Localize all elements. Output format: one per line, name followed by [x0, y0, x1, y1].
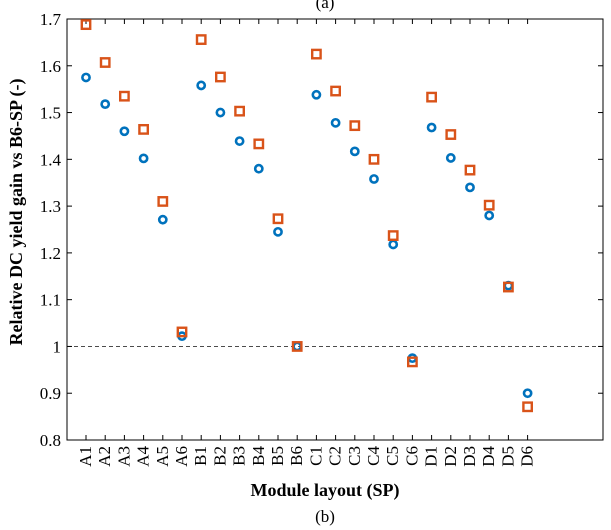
y-tick-label: 0.8	[40, 431, 61, 450]
x-tick-label: A3	[114, 446, 133, 467]
circle-marker	[119, 126, 130, 137]
square-marker	[253, 138, 265, 150]
square-marker	[445, 129, 457, 140]
y-axis-label: Relative DC yield gain vs B6-SP (-)	[6, 79, 27, 346]
square-marker	[214, 71, 226, 83]
x-tick-label: A5	[153, 446, 172, 467]
y-tick-label: 1.1	[40, 291, 61, 310]
x-tick-label: C5	[383, 446, 402, 466]
square-marker	[80, 19, 92, 31]
y-tick-label: 1.2	[40, 244, 61, 263]
x-tick-label: D3	[460, 446, 479, 467]
x-tick-label: B6	[287, 446, 306, 466]
circle-marker	[100, 99, 111, 110]
circle-marker	[349, 146, 360, 157]
x-tick-label: B3	[230, 446, 249, 466]
circle-marker	[234, 136, 245, 146]
square-marker	[176, 326, 188, 338]
x-tick-label: D4	[479, 446, 498, 467]
square-marker	[426, 91, 437, 103]
x-tick-label: A2	[95, 446, 114, 467]
y-tick-label: 1.6	[40, 57, 61, 76]
circle-marker	[138, 153, 149, 164]
plot-frame	[66, 18, 604, 441]
x-tick-label: A1	[76, 446, 95, 467]
y-tick-label: 1.3	[40, 197, 61, 216]
circle-marker	[292, 341, 303, 352]
x-tick-label: C2	[326, 446, 345, 466]
circle-marker	[388, 239, 399, 250]
x-tick-label: C1	[306, 446, 325, 466]
square-marker	[234, 105, 245, 117]
circle-marker	[484, 210, 495, 221]
square-marker	[311, 48, 322, 60]
square-marker	[483, 199, 495, 211]
plot-border	[66, 18, 604, 441]
square-marker	[118, 90, 130, 102]
y-axis-ticks: 0.8 0.9 1 1.1 1.2 1.3 1.4 1.5 1.6 1.7	[40, 10, 603, 450]
y-tick-label: 1.4	[40, 150, 62, 169]
x-tick-label: A4	[134, 446, 153, 467]
circle-marker	[426, 122, 437, 133]
circle-marker	[369, 174, 379, 184]
data-markers	[80, 19, 534, 413]
x-tick-label: D5	[498, 446, 517, 467]
square-marker	[272, 213, 284, 225]
x-tick-label: C4	[364, 446, 383, 466]
y-tick-label: 1.7	[40, 10, 62, 29]
x-tick-label: B2	[210, 446, 229, 466]
square-marker	[368, 153, 380, 165]
x-tick-label: A6	[172, 446, 191, 467]
x-tick-label: D2	[441, 446, 460, 467]
circle-marker	[157, 214, 168, 225]
y-tick-label: 1	[53, 337, 62, 356]
square-marker	[99, 57, 111, 68]
square-marker	[138, 123, 149, 135]
circle-marker	[465, 182, 475, 193]
x-tick-label: C3	[345, 446, 364, 466]
x-axis-label: Module layout (SP)	[250, 480, 399, 501]
x-tick-label: C6	[402, 446, 421, 466]
circle-marker	[196, 80, 207, 91]
x-tick-label: B4	[249, 446, 268, 466]
square-marker	[349, 120, 361, 132]
square-marker	[464, 164, 476, 176]
square-marker	[291, 341, 303, 352]
bottom-caption: (b)	[315, 507, 335, 526]
top-caption: (a)	[316, 0, 335, 12]
x-tick-label: B5	[268, 446, 287, 466]
y-tick-label: 0.9	[40, 384, 61, 403]
y-tick-label: 1.5	[40, 104, 61, 123]
circle-marker	[253, 163, 264, 174]
square-marker	[330, 85, 341, 97]
x-tick-label: D6	[518, 446, 537, 467]
circle-marker	[215, 107, 226, 118]
circle-marker	[330, 117, 341, 128]
circle-marker	[445, 153, 456, 163]
circle-marker	[81, 72, 91, 83]
circle-marker	[522, 388, 533, 399]
x-axis-ticks: A1 A2 A3 A4 A5 A6 B1 B2 B3 B4 B5 B6 C1 C2 C3 C4 C5 C6 D1 D2…	[76, 19, 537, 467]
square-marker	[522, 401, 534, 413]
x-tick-label: B1	[191, 446, 210, 466]
square-marker	[407, 356, 418, 368]
circle-marker	[311, 89, 322, 100]
square-marker	[195, 34, 207, 45]
square-marker	[503, 281, 514, 293]
circle-marker	[273, 226, 283, 237]
square-marker	[157, 196, 169, 207]
x-tick-label: D1	[422, 446, 441, 467]
square-marker	[387, 230, 399, 241]
